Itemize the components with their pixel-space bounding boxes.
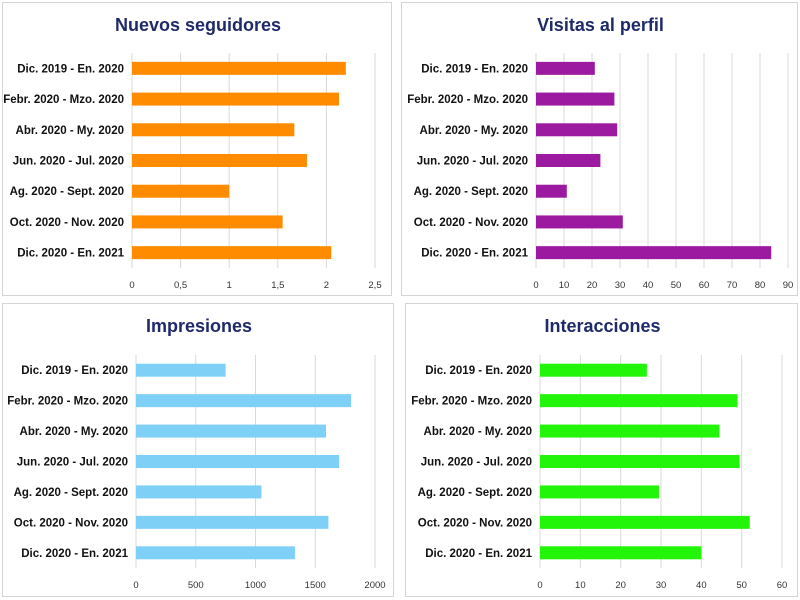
bar [540, 455, 740, 468]
category-label: Oct. 2020 - Nov. 2020 [14, 517, 128, 529]
bar [136, 515, 329, 529]
category-label: Abr. 2020 - My. 2020 [20, 426, 128, 438]
x-tick-label: 1,5 [271, 280, 284, 291]
category-label: Febr. 2020 - Mzo. 2020 [411, 396, 532, 408]
bar [136, 394, 352, 408]
x-tick-label: 1500 [305, 580, 326, 591]
bar [540, 424, 720, 438]
category-label: Dic. 2020 - En. 2021 [425, 548, 532, 560]
x-tick-label: 2,5 [368, 280, 381, 291]
category-label: Dic. 2020 - En. 2021 [17, 248, 124, 260]
bar [132, 246, 332, 260]
category-label: Oct. 2020 - Nov. 2020 [414, 217, 528, 229]
chart-title: Visitas al perfil [537, 15, 664, 35]
x-tick-label: 20 [587, 280, 598, 291]
x-tick-label: 80 [755, 280, 766, 291]
x-tick-label: 2 [324, 280, 329, 291]
chart-title: Impresiones [146, 316, 252, 336]
x-tick-label: 0 [537, 580, 542, 591]
category-label: Oct. 2020 - Nov. 2020 [418, 517, 532, 529]
bar [136, 363, 226, 377]
bar-chart: Interacciones 0 10 20 30 40 50 60 Dic. 2019 - En… [411, 316, 788, 591]
bar [536, 92, 615, 106]
category-label: Dic. 2019 - En. 2020 [21, 365, 128, 377]
category-label: Ag. 2020 - Sept. 2020 [418, 487, 532, 499]
category-label: Jun. 2020 - Jul. 2020 [421, 457, 532, 469]
bar [536, 184, 567, 198]
category-label: Oct. 2020 - Nov. 2020 [10, 217, 124, 229]
category-label: Dic. 2019 - En. 2020 [421, 63, 528, 75]
chart-title: Interacciones [544, 316, 660, 336]
category-label: Febr. 2020 - Mzo. 2020 [7, 396, 128, 408]
bar [540, 363, 647, 377]
chart-title: Nuevos seguidores [115, 15, 281, 35]
bar [540, 546, 702, 560]
bar [132, 215, 283, 229]
x-tick-label: 90 [783, 280, 794, 291]
bar [536, 61, 595, 75]
x-tick-label: 500 [188, 580, 204, 591]
bar [132, 154, 307, 167]
bar [536, 215, 623, 229]
bar-chart: Visitas al perfil 0 10 20 30 40 50 60 70 80 90 Dic.… [407, 15, 794, 291]
bar [536, 246, 772, 260]
category-label: Abr. 2020 - My. 2020 [424, 426, 532, 438]
x-tick-label: 10 [559, 280, 570, 291]
x-tick-label: 20 [615, 580, 626, 591]
bar [536, 123, 618, 137]
bar [540, 394, 738, 408]
x-tick-label: 60 [699, 280, 710, 291]
category-label: Jun. 2020 - Jul. 2020 [417, 156, 528, 168]
category-label: Febr. 2020 - Mzo. 2020 [3, 94, 124, 106]
category-label: Dic. 2019 - En. 2020 [17, 63, 124, 75]
x-tick-label: 30 [656, 580, 667, 591]
x-tick-label: 0 [533, 280, 538, 291]
category-label: Ag. 2020 - Sept. 2020 [414, 186, 528, 198]
x-tick-label: 50 [671, 280, 682, 291]
x-tick-label: 0,5 [174, 280, 187, 291]
bar-chart: Impresiones 0 500 1000 1500 2000 Dic. 2019 - E… [7, 316, 385, 591]
bar [536, 154, 601, 167]
bar [132, 92, 340, 106]
category-label: Abr. 2020 - My. 2020 [16, 125, 124, 137]
bar [136, 546, 295, 560]
x-tick-label: 1 [227, 280, 232, 291]
bar [132, 61, 346, 75]
category-label: Dic. 2020 - En. 2021 [21, 548, 128, 560]
x-tick-label: 10 [575, 580, 586, 591]
x-tick-label: 0 [133, 580, 138, 591]
category-label: Jun. 2020 - Jul. 2020 [13, 156, 124, 168]
bar-chart: Nuevos seguidores 0 0,5 1 1,5 2 2,5 Dic. 2019 -… [3, 15, 381, 291]
category-label: Febr. 2020 - Mzo. 2020 [407, 94, 528, 106]
bar [132, 123, 295, 137]
category-label: Dic. 2020 - En. 2021 [421, 248, 528, 260]
x-tick-label: 1000 [245, 580, 266, 591]
x-tick-label: 30 [615, 280, 626, 291]
category-label: Ag. 2020 - Sept. 2020 [10, 186, 124, 198]
x-tick-label: 40 [643, 280, 654, 291]
x-tick-label: 2000 [364, 580, 385, 591]
x-tick-label: 70 [727, 280, 738, 291]
chart-panel-nuevos-seguidores: Nuevos seguidores 0 0,5 1 1,5 2 2,5 Dic. 2019 -… [2, 2, 392, 296]
category-label: Abr. 2020 - My. 2020 [420, 125, 528, 137]
category-label: Dic. 2019 - En. 2020 [425, 365, 532, 377]
bar [136, 424, 327, 438]
x-tick-label: 50 [736, 580, 747, 591]
x-tick-label: 0 [129, 280, 134, 291]
chart-panel-visitas-al-perfil: Visitas al perfil 0 10 20 30 40 50 60 70 80 90 Dic.… [401, 2, 798, 296]
bar [540, 515, 750, 529]
bar [136, 455, 340, 468]
category-label: Ag. 2020 - Sept. 2020 [14, 487, 128, 499]
x-tick-label: 40 [696, 580, 707, 591]
x-tick-label: 60 [777, 580, 788, 591]
chart-panel-impresiones: Impresiones 0 500 1000 1500 2000 Dic. 2019 - E… [2, 303, 394, 597]
chart-panel-interacciones: Interacciones 0 10 20 30 40 50 60 Dic. 2019 - En… [405, 303, 798, 597]
bar [540, 485, 659, 499]
bar [132, 184, 230, 198]
bar [136, 485, 262, 499]
category-label: Jun. 2020 - Jul. 2020 [17, 457, 128, 469]
